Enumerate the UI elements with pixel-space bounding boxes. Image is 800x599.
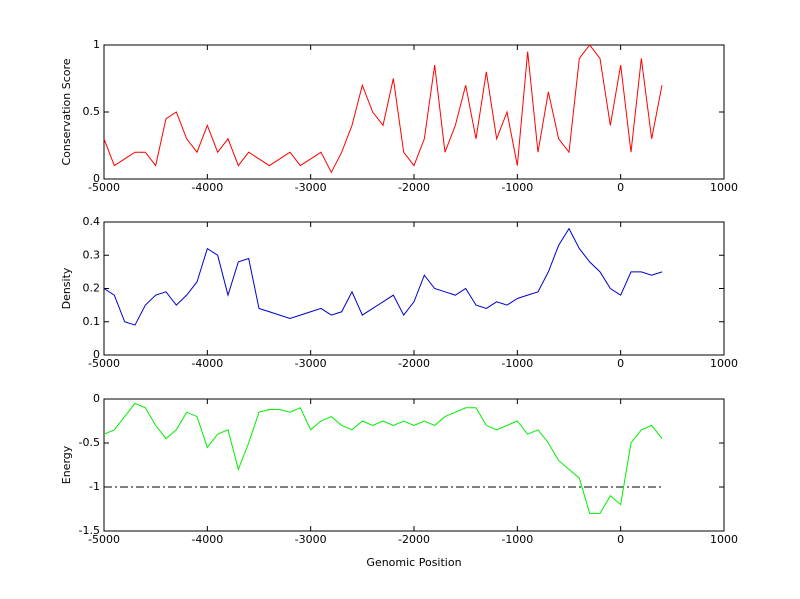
x-tick-label: -5000 <box>88 357 120 370</box>
x-tick-label: -2000 <box>398 357 430 370</box>
x-tick-label: -1000 <box>501 357 533 370</box>
x-tick-label: -4000 <box>191 181 223 194</box>
y-axis-label: Density <box>60 267 73 309</box>
x-tick-label: -2000 <box>398 181 430 194</box>
y-tick-label: 0.3 <box>83 248 101 261</box>
plot-area <box>103 398 725 532</box>
x-tick-label: -3000 <box>295 181 327 194</box>
x-tick-label: -5000 <box>88 533 120 546</box>
x-tick-label: -4000 <box>191 357 223 370</box>
x-tick-label: -5000 <box>88 181 120 194</box>
x-tick-label: -3000 <box>295 533 327 546</box>
x-tick-label: 1000 <box>710 357 738 370</box>
y-tick-label: 0.2 <box>83 282 101 295</box>
plot-area <box>103 44 725 180</box>
y-tick-label: 0 <box>93 172 100 185</box>
y-tick-label: 0.4 <box>83 215 101 228</box>
data-line <box>103 402 663 514</box>
y-axis-label: Conservation Score <box>60 58 73 165</box>
x-tick-label: -1000 <box>501 181 533 194</box>
x-tick-label: 1000 <box>710 181 738 194</box>
y-tick-label: 0 <box>93 348 100 361</box>
data-line <box>103 227 663 326</box>
y-tick-label: -1.5 <box>79 524 100 537</box>
y-tick-label: 0.1 <box>83 315 101 328</box>
x-tick-label: -3000 <box>295 357 327 370</box>
x-axis-label: Genomic Position <box>366 556 461 569</box>
plot-area <box>103 221 725 356</box>
x-tick-label: -4000 <box>191 533 223 546</box>
y-axis-label: Energy <box>60 445 73 484</box>
x-tick-label: 0 <box>617 181 624 194</box>
x-tick-label: 0 <box>617 533 624 546</box>
x-tick-label: 1000 <box>710 533 738 546</box>
x-tick-label: -2000 <box>398 533 430 546</box>
y-tick-label: 0.5 <box>83 105 101 118</box>
x-tick-label: 0 <box>617 357 624 370</box>
y-tick-label: 0 <box>93 392 100 405</box>
y-tick-label: -1 <box>89 480 100 493</box>
data-line <box>103 44 663 174</box>
x-tick-label: -1000 <box>501 533 533 546</box>
y-tick-label: 1 <box>93 38 100 51</box>
y-tick-label: -0.5 <box>79 436 100 449</box>
